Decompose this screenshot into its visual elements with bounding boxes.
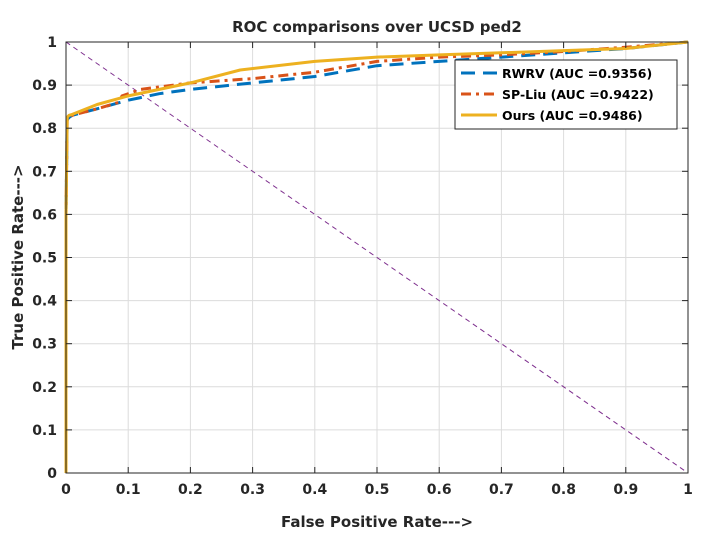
legend-label: RWRV (AUC =0.9356) — [502, 66, 652, 81]
chart-title: ROC comparisons over UCSD ped2 — [232, 18, 522, 36]
x-tick-label: 1 — [683, 482, 693, 498]
legend-label: Ours (AUC =0.9486) — [502, 108, 643, 123]
x-tick-label: 0.8 — [551, 482, 576, 498]
x-tick-label: 0.3 — [240, 482, 265, 498]
legend-label: SP-Liu (AUC =0.9422) — [502, 87, 654, 102]
y-axis-label: True Positive Rate---> — [9, 164, 27, 349]
reference-diagonal-line — [65, 41, 689, 474]
x-tick-label: 0.9 — [613, 482, 638, 498]
x-tick-label: 0.1 — [116, 482, 141, 498]
y-tick-label: 0 — [47, 466, 57, 482]
x-tick-label: 0.7 — [489, 482, 514, 498]
y-tick-label: 0.5 — [32, 251, 57, 267]
x-tick-label: 0.6 — [427, 482, 452, 498]
x-tick-label: 0.4 — [302, 482, 327, 498]
y-tick-label: 0.7 — [32, 164, 57, 180]
y-tick-label: 0.6 — [32, 207, 57, 223]
series-line — [64, 40, 689, 473]
y-tick-label: 0.3 — [32, 337, 57, 353]
reference-diagonal — [65, 41, 689, 474]
x-axis-ticks: 0 0.1 0.2 0.3 0.4 0.5 0.6 0.7 0.8 0.9 1 — [61, 42, 693, 498]
x-tick-label: 0.2 — [178, 482, 203, 498]
y-tick-label: 1 — [47, 35, 57, 51]
x-axis-label: False Positive Rate---> — [281, 513, 473, 531]
legend: RWRV (AUC =0.9356) SP-Liu (AUC =0.9422) Ou… — [454, 59, 678, 130]
y-tick-label: 0.4 — [32, 294, 57, 310]
x-tick-label: 0.5 — [365, 482, 390, 498]
y-axis-ticks: 0 0.1 0.2 0.3 0.4 0.5 0.6 0.7 0.8 0.9 1 — [32, 35, 688, 482]
series-line — [64, 40, 689, 473]
series-layer — [64, 40, 689, 473]
y-tick-label: 0.9 — [32, 78, 57, 94]
x-tick-label: 0 — [61, 482, 71, 498]
y-tick-label: 0.8 — [32, 121, 57, 137]
y-tick-label: 0.1 — [32, 423, 57, 439]
y-tick-label: 0.2 — [32, 380, 57, 396]
